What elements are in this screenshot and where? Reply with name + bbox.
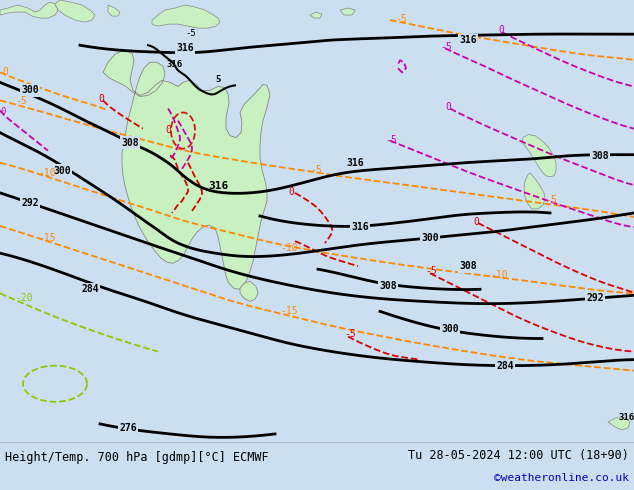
- Polygon shape: [108, 5, 120, 16]
- Polygon shape: [608, 418, 630, 430]
- Text: 0: 0: [288, 187, 294, 197]
- Text: 300: 300: [21, 85, 39, 96]
- Text: 300: 300: [53, 166, 71, 176]
- Text: -10: -10: [490, 270, 508, 280]
- Text: 0: 0: [0, 106, 5, 116]
- Text: -5: -5: [425, 266, 437, 276]
- Polygon shape: [240, 281, 258, 301]
- Text: -5: -5: [440, 42, 452, 52]
- Polygon shape: [524, 173, 545, 209]
- Text: -10: -10: [280, 243, 297, 253]
- Polygon shape: [103, 50, 270, 289]
- Text: 300: 300: [421, 233, 439, 243]
- Text: Tu 28-05-2024 12:00 UTC (18+90): Tu 28-05-2024 12:00 UTC (18+90): [408, 449, 629, 463]
- Text: -20: -20: [15, 294, 32, 303]
- Text: 300: 300: [441, 324, 459, 335]
- Text: 316: 316: [208, 181, 228, 191]
- Text: 0: 0: [498, 25, 504, 35]
- Text: 284: 284: [81, 284, 99, 294]
- Text: -5: -5: [310, 165, 321, 175]
- Text: 0: 0: [473, 217, 479, 227]
- Polygon shape: [310, 12, 322, 18]
- Text: -5: -5: [395, 14, 407, 24]
- Text: 308: 308: [591, 151, 609, 161]
- Text: -10: -10: [38, 168, 56, 178]
- Text: 308: 308: [459, 261, 477, 271]
- Text: 0: 0: [165, 124, 171, 135]
- Text: 0: 0: [2, 67, 8, 77]
- Text: 0: 0: [98, 95, 104, 104]
- Polygon shape: [340, 8, 355, 15]
- Text: 284: 284: [496, 361, 514, 370]
- Text: -5: -5: [385, 135, 397, 145]
- Polygon shape: [55, 0, 95, 22]
- Text: -15: -15: [280, 306, 297, 317]
- Text: -5: -5: [185, 29, 196, 38]
- Polygon shape: [522, 135, 556, 177]
- Text: 316: 316: [459, 35, 477, 45]
- Text: 316: 316: [351, 222, 369, 232]
- Text: -5: -5: [344, 328, 356, 339]
- Text: 308: 308: [121, 138, 139, 147]
- Text: 292: 292: [586, 294, 604, 303]
- Text: 316: 316: [176, 43, 194, 53]
- Text: 316: 316: [346, 158, 364, 168]
- Text: 5: 5: [215, 75, 221, 84]
- Text: -5: -5: [15, 97, 27, 106]
- Text: 316: 316: [618, 413, 634, 422]
- Text: -15: -15: [38, 233, 56, 243]
- Polygon shape: [0, 2, 58, 18]
- Text: Height/Temp. 700 hPa [gdmp][°C] ECMWF: Height/Temp. 700 hPa [gdmp][°C] ECMWF: [5, 451, 269, 465]
- Text: 316: 316: [167, 60, 183, 69]
- Text: 292: 292: [21, 198, 39, 208]
- Text: 0: 0: [445, 102, 451, 113]
- Polygon shape: [152, 5, 220, 28]
- Text: ©weatheronline.co.uk: ©weatheronline.co.uk: [494, 473, 629, 483]
- Text: 308: 308: [379, 281, 397, 291]
- Text: -5: -5: [545, 195, 557, 205]
- Text: 276: 276: [119, 423, 137, 433]
